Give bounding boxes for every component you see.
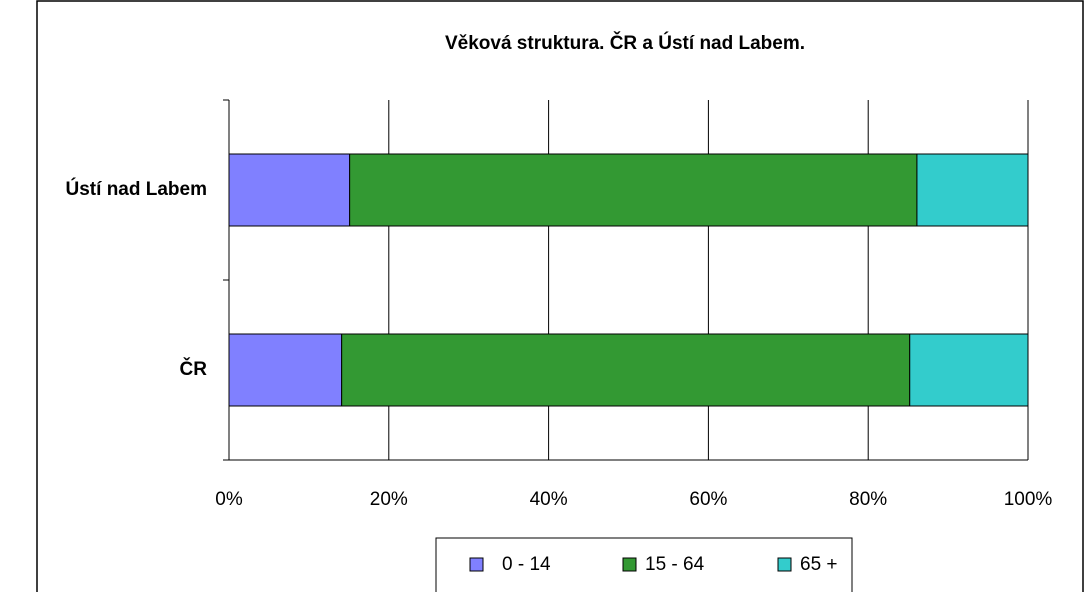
legend-label: 15 - 64: [645, 554, 705, 575]
bar-segment: [909, 333, 1029, 407]
legend-swatch: [469, 557, 484, 572]
chart-title: Věková struktura. ČR a Ústí nad Labem.: [445, 32, 805, 54]
legend-label: 65 +: [800, 554, 838, 575]
legend-swatch: [777, 557, 792, 572]
bar-segment: [228, 153, 351, 227]
bar-segment: [341, 333, 911, 407]
y-tick-label: Ústí nad Labem: [66, 178, 207, 200]
bar-segment: [916, 153, 1029, 227]
x-tick-label: 100%: [1004, 489, 1053, 510]
x-tick-label: 80%: [849, 489, 887, 510]
x-tick-label: 0%: [215, 489, 243, 510]
bar-segment: [349, 153, 918, 227]
x-tick-label: 40%: [530, 489, 568, 510]
bar-segment: [228, 333, 343, 407]
chart-frame: [36, 0, 1084, 592]
legend-label: 0 - 14: [502, 554, 551, 575]
x-tick-label: 60%: [689, 489, 727, 510]
legend-swatch: [622, 557, 637, 572]
x-tick-label: 20%: [370, 489, 408, 510]
y-tick-label: ČR: [180, 358, 208, 380]
